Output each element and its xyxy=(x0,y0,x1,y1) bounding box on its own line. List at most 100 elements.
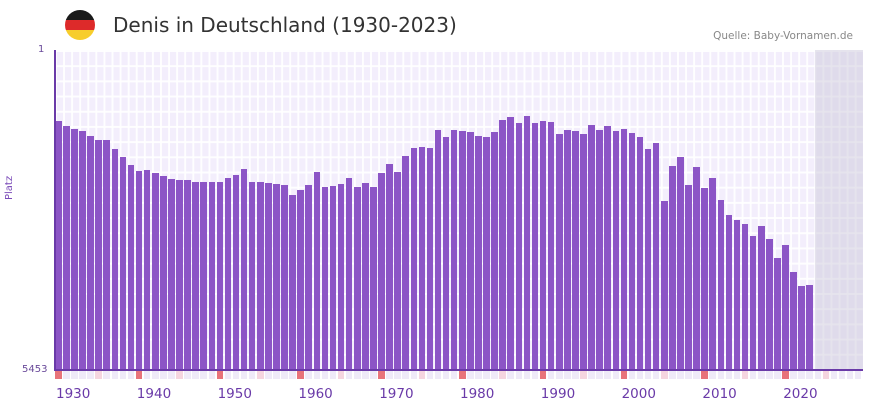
bar-1977[interactable] xyxy=(434,129,442,370)
bar-1974[interactable] xyxy=(410,147,418,370)
bar-1984[interactable] xyxy=(491,131,498,370)
bar-2005[interactable] xyxy=(661,200,668,370)
bar-1988[interactable] xyxy=(523,115,531,370)
bar-1998[interactable] xyxy=(604,125,612,370)
bar-1966[interactable] xyxy=(345,177,353,370)
bar-1951[interactable] xyxy=(224,177,232,370)
source-label: Quelle: Baby-Vornamen.de xyxy=(713,30,853,42)
bar-2017[interactable] xyxy=(757,225,765,370)
bar-1942[interactable] xyxy=(151,172,159,370)
bar-1990[interactable] xyxy=(539,120,547,370)
bar-1930[interactable] xyxy=(55,120,62,370)
bar-2014[interactable] xyxy=(733,219,741,370)
bar-2009[interactable] xyxy=(693,166,700,370)
bar-2001[interactable] xyxy=(628,132,636,370)
bar-1934[interactable] xyxy=(87,135,94,370)
bar-1952[interactable] xyxy=(232,174,240,370)
bar-1985[interactable] xyxy=(499,119,506,370)
bar-2000[interactable] xyxy=(620,128,628,370)
bar-1994[interactable] xyxy=(572,130,579,370)
bar-1944[interactable] xyxy=(168,178,175,370)
bar-1936[interactable] xyxy=(103,139,111,370)
bar-1993[interactable] xyxy=(564,129,571,370)
bar-1991[interactable] xyxy=(547,121,555,370)
bar-2011[interactable] xyxy=(709,177,717,370)
bar-1933[interactable] xyxy=(79,130,86,370)
bar-1965[interactable] xyxy=(337,183,345,370)
bar-1932[interactable] xyxy=(71,128,78,370)
bar-1968[interactable] xyxy=(362,182,369,370)
bar-1979[interactable] xyxy=(450,129,458,370)
bar-1976[interactable] xyxy=(426,147,434,370)
year-marker xyxy=(160,371,167,379)
bar-1957[interactable] xyxy=(273,183,280,370)
bar-1941[interactable] xyxy=(143,169,151,370)
bar-2023[interactable] xyxy=(806,284,814,370)
bar-1980[interactable] xyxy=(459,130,466,370)
bar-2003[interactable] xyxy=(644,148,652,370)
bar-1961[interactable] xyxy=(305,184,313,370)
bar-1978[interactable] xyxy=(442,136,450,370)
bar-1973[interactable] xyxy=(402,155,410,370)
bar-1953[interactable] xyxy=(240,168,248,370)
year-marker xyxy=(846,371,854,379)
bar-2018[interactable] xyxy=(766,238,773,370)
year-marker xyxy=(515,371,523,379)
bar-1937[interactable] xyxy=(111,148,119,370)
bar-2020[interactable] xyxy=(782,244,789,370)
bar-1950[interactable] xyxy=(216,181,224,370)
bar-1992[interactable] xyxy=(555,133,563,370)
bar-1956[interactable] xyxy=(265,182,272,370)
bar-1964[interactable] xyxy=(329,185,337,370)
bar-1995[interactable] xyxy=(580,133,587,370)
bar-1945[interactable] xyxy=(176,179,183,370)
bar-2004[interactable] xyxy=(652,142,660,370)
bar-1972[interactable] xyxy=(394,171,401,370)
bar-1943[interactable] xyxy=(160,175,167,370)
bar-2007[interactable] xyxy=(677,156,684,370)
bar-1938[interactable] xyxy=(119,156,127,370)
bar-1958[interactable] xyxy=(281,184,288,370)
bar-1969[interactable] xyxy=(370,186,377,370)
bar-1987[interactable] xyxy=(515,122,523,370)
bar-2008[interactable] xyxy=(685,184,692,370)
year-marker xyxy=(95,371,102,379)
bar-2015[interactable] xyxy=(741,223,749,370)
bar-1997[interactable] xyxy=(596,129,603,370)
bar-1946[interactable] xyxy=(184,179,191,370)
bar-2013[interactable] xyxy=(725,214,733,370)
bar-2016[interactable] xyxy=(749,235,757,370)
bar-2006[interactable] xyxy=(669,165,676,370)
year-marker xyxy=(620,371,628,379)
bar-1971[interactable] xyxy=(386,163,393,370)
bar-2019[interactable] xyxy=(774,257,781,370)
bar-2012[interactable] xyxy=(717,199,725,370)
bar-2021[interactable] xyxy=(790,271,797,370)
bar-1981[interactable] xyxy=(467,131,474,370)
bar-1954[interactable] xyxy=(248,181,256,370)
bar-1935[interactable] xyxy=(95,139,102,370)
bar-1986[interactable] xyxy=(507,116,515,370)
bar-1975[interactable] xyxy=(418,146,426,370)
bar-1967[interactable] xyxy=(353,186,361,370)
bar-1963[interactable] xyxy=(321,186,329,370)
bar-2022[interactable] xyxy=(798,285,805,370)
bar-1999[interactable] xyxy=(612,130,620,370)
bar-1960[interactable] xyxy=(297,189,304,370)
bar-2010[interactable] xyxy=(701,187,708,370)
bar-1970[interactable] xyxy=(378,172,385,370)
bar-1962[interactable] xyxy=(313,171,321,370)
bar-1955[interactable] xyxy=(257,181,264,370)
bar-1949[interactable] xyxy=(208,181,216,370)
bar-1982[interactable] xyxy=(475,135,482,370)
bar-1948[interactable] xyxy=(200,181,208,370)
bar-1989[interactable] xyxy=(531,122,539,370)
bar-1959[interactable] xyxy=(289,194,296,370)
bar-2002[interactable] xyxy=(636,136,644,370)
bar-1940[interactable] xyxy=(135,170,143,370)
bar-1983[interactable] xyxy=(483,136,490,370)
bar-1939[interactable] xyxy=(127,164,135,370)
bar-1947[interactable] xyxy=(192,181,199,370)
bar-1996[interactable] xyxy=(588,124,595,370)
bar-1931[interactable] xyxy=(63,125,70,370)
